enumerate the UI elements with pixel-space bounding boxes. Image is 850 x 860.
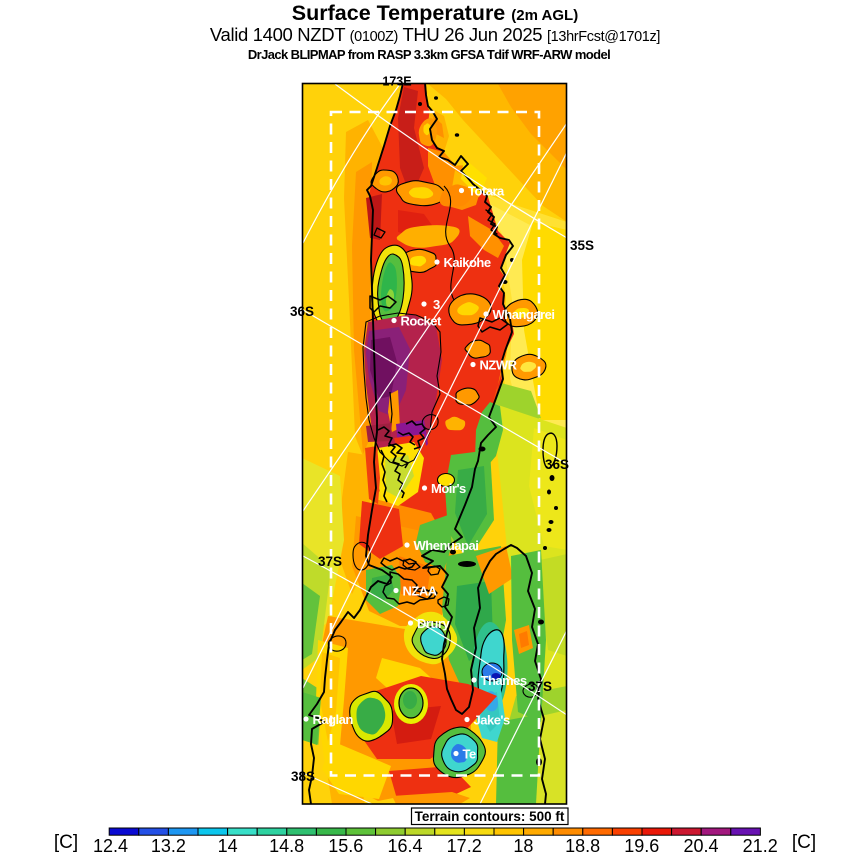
svg-text:Whangarei: Whangarei — [493, 307, 555, 322]
svg-text:36S: 36S — [290, 304, 314, 319]
svg-text:Rocket: Rocket — [401, 314, 443, 329]
svg-text:36S: 36S — [545, 457, 569, 472]
svg-text:17.2: 17.2 — [447, 836, 482, 856]
svg-text:13.2: 13.2 — [151, 836, 186, 856]
svg-text:37S: 37S — [318, 554, 342, 569]
svg-text:Jake's: Jake's — [474, 713, 511, 728]
svg-text:Te: Te — [463, 747, 476, 762]
svg-text:3: 3 — [433, 297, 440, 312]
svg-text:Drury: Drury — [417, 616, 450, 631]
svg-text:[C]: [C] — [54, 832, 78, 853]
svg-text:Raglan: Raglan — [313, 712, 354, 727]
svg-text:NZWR: NZWR — [480, 358, 518, 373]
svg-text:18: 18 — [513, 836, 533, 856]
svg-text:Thames: Thames — [481, 673, 527, 688]
svg-text:14: 14 — [218, 836, 238, 856]
svg-text:173E: 173E — [382, 75, 411, 89]
svg-text:NZAA: NZAA — [403, 584, 438, 599]
svg-text:Whenuapai: Whenuapai — [414, 538, 479, 553]
svg-text:16.4: 16.4 — [387, 836, 422, 856]
svg-text:20.4: 20.4 — [683, 836, 718, 856]
svg-text:Moir's: Moir's — [431, 481, 466, 496]
svg-text:Totara: Totara — [468, 184, 505, 199]
svg-text:38S: 38S — [291, 769, 315, 784]
svg-text:Kaikohe: Kaikohe — [444, 255, 491, 270]
svg-text:37S: 37S — [528, 679, 552, 694]
svg-text:12.4: 12.4 — [93, 836, 128, 856]
svg-text:19.6: 19.6 — [624, 836, 659, 856]
svg-text:21.2: 21.2 — [743, 836, 778, 856]
svg-text:Terrain contours: 500 ft: Terrain contours: 500 ft — [415, 809, 565, 824]
svg-text:[C]: [C] — [792, 832, 816, 853]
svg-text:15.6: 15.6 — [328, 836, 363, 856]
svg-text:18.8: 18.8 — [565, 836, 600, 856]
svg-text:35S: 35S — [570, 238, 594, 253]
svg-text:14.8: 14.8 — [269, 836, 304, 856]
